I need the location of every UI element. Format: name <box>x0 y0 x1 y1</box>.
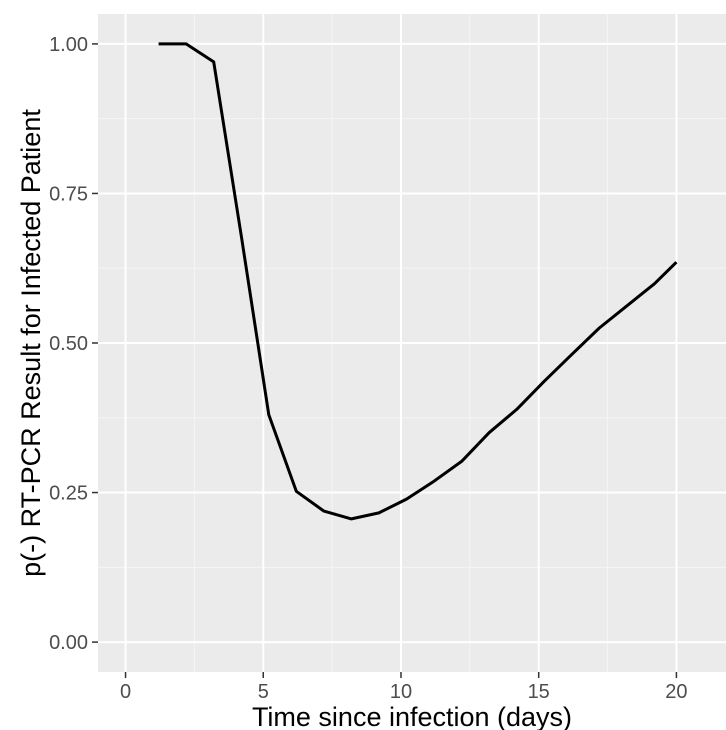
x-tick-label: 10 <box>390 681 412 703</box>
y-tick-label: 1.00 <box>49 34 88 56</box>
y-tick-label: 0.50 <box>49 333 88 355</box>
series-line <box>158 42 678 521</box>
y-axis-title: p(-) RT-PCR Result for Infected Patient <box>16 109 46 577</box>
x-tick-label: 5 <box>258 681 269 703</box>
y-tick-label: 0.25 <box>49 483 88 505</box>
y-axis: 0.00 0.25 0.50 0.75 1.00 <box>49 34 98 654</box>
x-tick-label: 15 <box>528 681 550 703</box>
y-tick-label: 0.75 <box>49 183 88 205</box>
x-axis-title: Time since infection (days) <box>252 702 572 730</box>
y-tick-label: 0.00 <box>49 632 88 654</box>
x-tick-label: 20 <box>665 681 687 703</box>
major-gridlines <box>98 14 726 672</box>
series-layer <box>158 42 678 521</box>
x-axis: 0 5 10 15 20 <box>120 672 688 703</box>
x-tick-label: 0 <box>120 681 131 703</box>
